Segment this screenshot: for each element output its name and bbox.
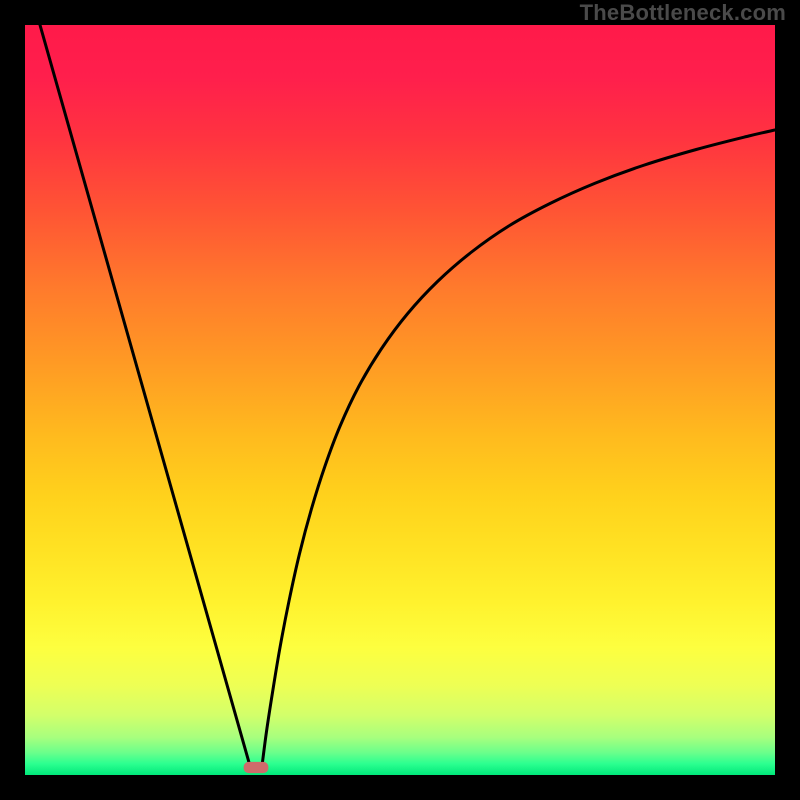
bottleneck-curve-right	[262, 130, 775, 766]
attribution-text: TheBottleneck.com	[580, 0, 786, 26]
optimum-marker	[244, 762, 269, 773]
bottleneck-curve-left	[40, 25, 250, 766]
curve-overlay	[25, 25, 775, 775]
plot-area	[25, 25, 775, 775]
